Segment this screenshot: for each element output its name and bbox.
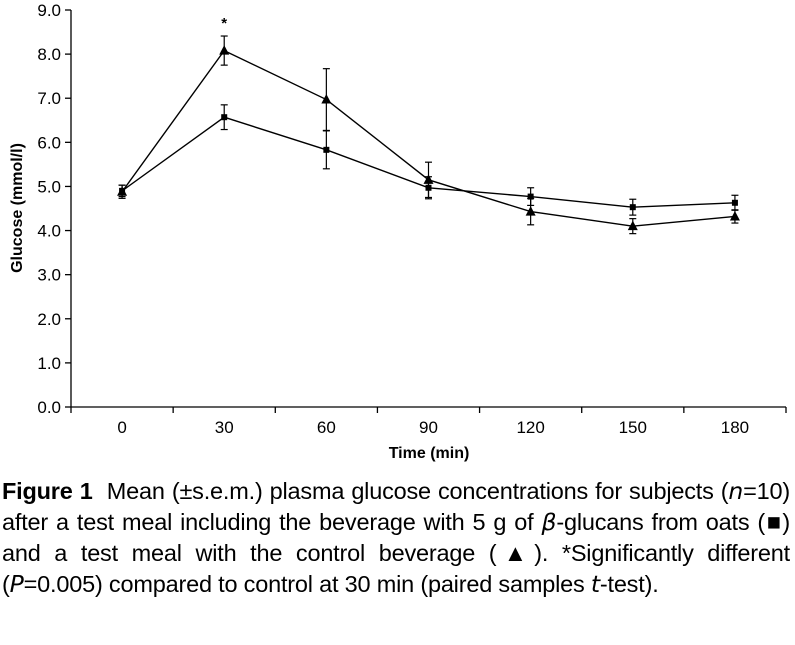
caption-text-4: ) and a test meal with the control bever… [2,509,791,566]
y-tick-label: 3.0 [37,266,61,285]
caption-text-1: Mean (±s.e.m.) plasma glucose concentrat… [106,478,729,504]
square-marker [221,114,228,121]
triangle-marker [729,210,740,221]
y-tick-label: 6.0 [37,133,61,152]
triangle-marker [117,186,128,196]
series-beta-glucan [118,104,739,216]
caption-t-variable: t [590,570,600,598]
triangle-marker [423,174,434,184]
chart-series: * [117,15,740,235]
x-tick-label: 180 [721,418,749,437]
x-tick-label: 120 [516,418,544,437]
y-tick-label: 9.0 [37,1,61,20]
y-tick-label: 1.0 [37,354,61,373]
square-marker [323,146,330,153]
caption-beta-symbol: β [541,508,557,536]
x-tick-label: 0 [117,418,126,437]
triangle-marker [321,94,332,104]
caption-text-2: =10) after a test meal including the bev… [2,478,790,535]
caption-p-variable: P [9,570,24,598]
x-tick-label: 60 [317,418,336,437]
square-marker [527,193,534,200]
triangle-symbol-icon: ▲ [496,540,535,566]
y-tick-label: 5.0 [37,177,61,196]
series-control [117,35,740,235]
caption-text-5: ). *Significantly different ( [2,540,790,597]
chart-axes: 0.0 1.0 2.0 3.0 4.0 5.0 6.0 7.0 8.0 9.0 0 30 60 90 120… [37,1,787,437]
square-marker [629,204,636,211]
x-tick-label: 90 [419,418,438,437]
caption-text-3: -glucans from oats ( [556,509,766,535]
triangle-marker [627,220,638,231]
significance-asterisk: * [221,15,227,32]
square-symbol-icon: ■ [765,509,783,535]
square-marker [731,199,738,206]
series-line [121,49,735,227]
y-axis-title: Glucose (mmol/l) [9,143,26,273]
triangle-marker [219,45,230,55]
y-tick-label: 8.0 [37,45,61,64]
y-tick-label: 4.0 [37,222,61,241]
x-tick-label: 150 [619,418,647,437]
triangle-marker [525,206,536,216]
x-tick-label: 30 [215,418,234,437]
glucose-line-chart: 0.0 1.0 2.0 3.0 4.0 5.0 6.0 7.0 8.0 9.0 0 30 60 90 120… [9,1,787,462]
caption-text-6: =0.005) compared to control at 30 min (p… [23,571,591,597]
caption-n-variable: n [728,477,744,505]
y-tick-label: 0.0 [37,398,61,417]
caption-figure-label: Figure 1 [2,478,93,504]
x-axis-title: Time (min) [389,445,470,462]
caption-text-7: -test). [599,571,659,597]
y-tick-label: 7.0 [37,89,61,108]
figure-caption: Figure 1 Mean (±s.e.m.) plasma glucose c… [2,476,790,600]
y-tick-label: 2.0 [37,310,61,329]
